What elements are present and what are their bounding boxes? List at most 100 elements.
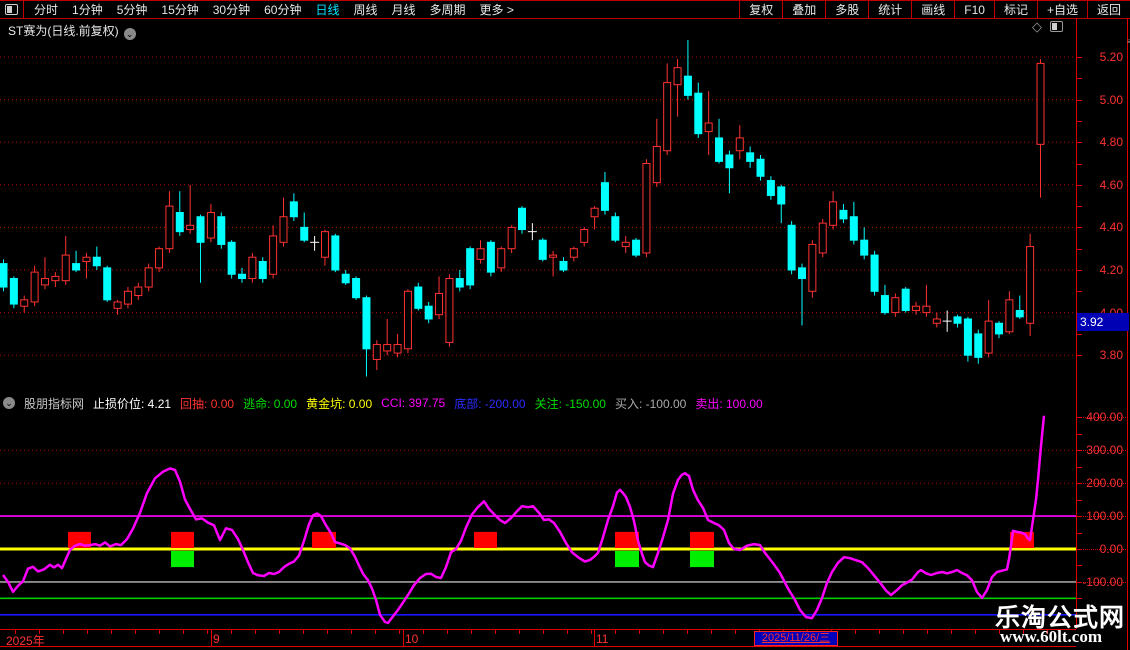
indicator-value-9: 卖出: 100.00 [695, 396, 763, 411]
price-axis-label: 3.80 [1099, 348, 1123, 363]
indicator-grid-stub [1077, 417, 1128, 419]
date-axis-tick [327, 630, 328, 634]
date-axis-tick [39, 630, 40, 634]
date-axis-tick [999, 630, 1000, 634]
date-axis-tick [231, 630, 232, 634]
date-axis-tick [591, 630, 592, 634]
date-axis-tick [255, 630, 256, 634]
month-divider [594, 630, 595, 647]
price-axis-tick [1077, 227, 1082, 229]
indicator-grid-stub [1077, 516, 1128, 518]
indicator-axis-minortick [1077, 532, 1082, 534]
layout-toggle-button[interactable] [0, 1, 24, 18]
tool-menu-3[interactable]: 多股 [825, 1, 868, 18]
date-axis[interactable]: 2025/11/26/三 2025年 9 10 11 [0, 629, 1076, 648]
price-axis-tick [1077, 184, 1082, 186]
period-tab-5[interactable]: 30分钟 [212, 3, 251, 17]
period-tab-4[interactable]: 15分钟 [161, 3, 199, 17]
title-dropdown-icon[interactable]: ⌄ [123, 28, 136, 40]
indicator-axis-minortick [1077, 549, 1082, 550]
stock-title-text: ST赛为(日线.前复权) [8, 24, 119, 38]
tool-menu: 复权 叠加 多股 统计 画线 F10 标记 +自选 返回 [739, 1, 1130, 18]
period-tab-6[interactable]: 60分钟 [264, 3, 302, 17]
price-axis-label: 5.00 [1099, 92, 1123, 107]
date-axis-tick [567, 630, 568, 634]
date-axis-tick [1023, 630, 1024, 634]
price-axis-label: 4.20 [1099, 263, 1123, 277]
indicator-axis-minortick [1077, 483, 1082, 485]
tool-menu-9[interactable]: 返回 [1086, 1, 1130, 18]
indicator-axis-label: 200.00 [1086, 476, 1123, 491]
date-axis-label: 9 [213, 632, 220, 646]
date-axis-tick [471, 630, 472, 634]
indicator-value-1: 止损价位: 4.21 [93, 396, 172, 411]
period-tab-10[interactable]: 多周期 [429, 3, 466, 17]
indicator-axis-label: 0.00 [1099, 542, 1123, 556]
date-axis-tick [375, 630, 376, 634]
indicator-axis-label: -100.00 [1082, 574, 1123, 589]
tool-menu-4[interactable]: 统计 [868, 1, 911, 18]
date-axis-tick [855, 630, 856, 634]
indicator-grid-stub [1077, 450, 1128, 452]
indicator-value-3: 逃命: 0.00 [243, 396, 298, 411]
price-axis-tick [1077, 57, 1082, 58]
tool-menu-2[interactable]: 叠加 [782, 1, 825, 18]
date-axis-tick [183, 630, 184, 634]
diamond-marker-icon[interactable]: ◇ [1032, 19, 1042, 34]
date-axis-tick [927, 630, 928, 634]
indicator-axis-minortick [1077, 499, 1082, 501]
indicator-axis-minortick [1077, 417, 1082, 419]
price-axis-tick [1077, 163, 1082, 165]
date-axis-label: 2025年 [6, 634, 45, 648]
price-axis: 5.205.004.804.604.404.204.003.80 [1076, 19, 1127, 390]
month-divider [211, 630, 212, 647]
indicator-value-8: 买入: -100.00 [614, 396, 687, 411]
panel-layout-icon[interactable] [1050, 21, 1063, 32]
period-tab-7[interactable]: 日线 [315, 3, 340, 17]
indicator-axis-minortick [1077, 450, 1082, 452]
date-axis-tick [735, 630, 736, 634]
split-panel-icon [5, 4, 18, 15]
tool-menu-5[interactable]: 画线 [911, 1, 954, 18]
date-axis-tick [351, 630, 352, 634]
date-axis-tick [135, 630, 136, 634]
date-axis-tick [399, 630, 400, 634]
period-tab-11[interactable]: 更多 > [479, 3, 514, 17]
price-axis-label: 5.20 [1099, 50, 1123, 64]
price-axis-tick [1077, 99, 1082, 101]
period-tab-3[interactable]: 5分钟 [116, 3, 148, 17]
tool-menu-7[interactable]: 标记 [993, 1, 1037, 18]
period-tab-1[interactable]: 分时 [34, 3, 59, 17]
indicator-value-7: 关注: -150.00 [534, 396, 606, 411]
period-tab-9[interactable]: 月线 [391, 3, 416, 17]
tool-menu-1[interactable]: 复权 [739, 1, 782, 18]
date-axis-tick [975, 630, 976, 634]
indicator-value-5: CCI: 397.75 [381, 396, 446, 410]
tool-menu-6[interactable]: F10 [954, 1, 994, 18]
date-axis-tick [663, 630, 664, 634]
date-axis-tick [687, 630, 688, 634]
stock-title: ST赛为(日线.前复权) ⌄ [8, 22, 136, 40]
period-tab-2[interactable]: 1分钟 [72, 3, 103, 17]
candlestick-chart [0, 19, 1076, 390]
date-axis-tick [615, 630, 616, 634]
indicator-axis-minortick [1077, 433, 1082, 435]
date-axis-tick [495, 630, 496, 634]
date-axis-tick [15, 630, 16, 634]
indicator-name[interactable]: 股朋指标网 [24, 396, 85, 411]
window-right-border[interactable] [1127, 19, 1130, 650]
indicator-axis-minortick [1077, 466, 1082, 468]
price-axis-label: 4.40 [1099, 220, 1123, 235]
price-axis-label: 4.80 [1099, 135, 1123, 150]
price-axis-tick [1077, 333, 1082, 335]
indicator-axis-label: 300.00 [1086, 443, 1123, 458]
period-tab-8[interactable]: 周线 [353, 3, 378, 17]
resize-grip-icon[interactable]: ≡ [1127, 37, 1130, 46]
last-price-tag: 3.92 [1077, 313, 1129, 331]
indicator-dropdown-icon[interactable]: ⌄ [3, 397, 15, 409]
indicator-grid-stub [1077, 483, 1128, 485]
indicator-value-2: 回抽: 0.00 [180, 396, 235, 411]
price-axis-tick [1077, 206, 1082, 208]
indicator-header: ⌄ 股朋指标网 止损价位: 4.21 回抽: 0.00 逃命: 0.00 黄金坑: 0… [3, 395, 763, 411]
tool-menu-8[interactable]: +自选 [1036, 1, 1087, 18]
